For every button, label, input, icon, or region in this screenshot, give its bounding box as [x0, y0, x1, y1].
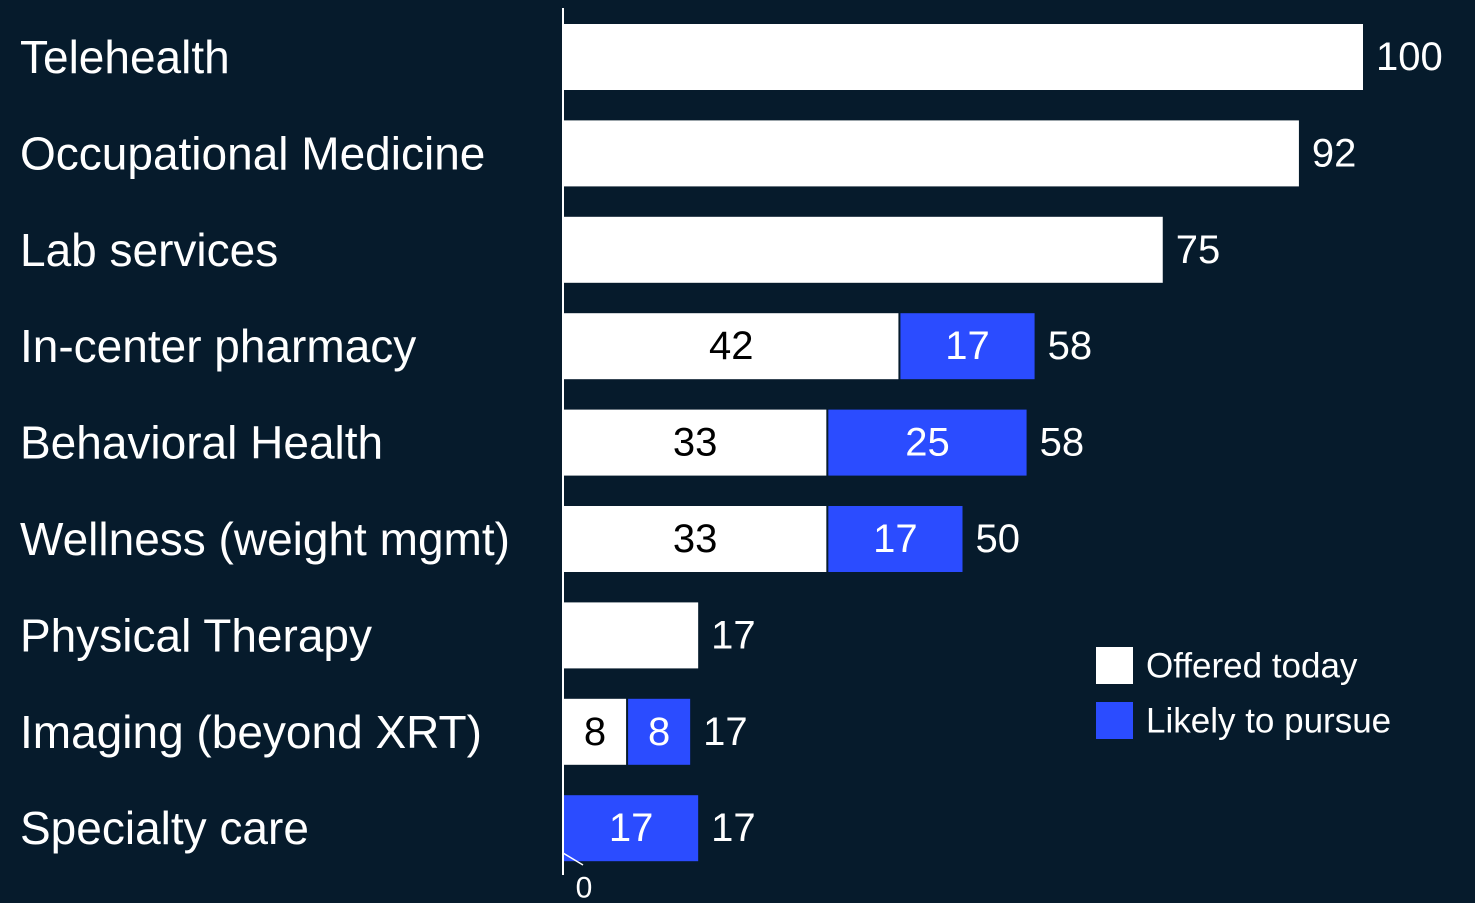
total-label: 100 — [1376, 35, 1443, 79]
total-label: 58 — [1048, 324, 1093, 368]
segment-label: 42 — [709, 324, 754, 368]
tick-mark — [562, 852, 584, 866]
bar-segment — [564, 506, 827, 572]
segment-label: 8 — [648, 710, 670, 754]
total-label: 92 — [1312, 131, 1357, 175]
segment-label: 33 — [673, 517, 718, 561]
segment-label: 17 — [945, 324, 990, 368]
total-label: 17 — [711, 806, 756, 850]
bar-segment — [828, 409, 1027, 476]
bar-segment — [564, 24, 1363, 90]
category-label: Physical Therapy — [20, 609, 372, 661]
total-label: 17 — [711, 613, 756, 657]
bar-segment — [564, 120, 1299, 187]
category-label: Occupational Medicine — [20, 127, 485, 179]
category-label: Lab services — [20, 224, 278, 276]
bar-segment — [564, 216, 1163, 283]
legend-label: Likely to pursue — [1146, 702, 1391, 741]
bar-segment — [564, 795, 699, 862]
bar-segment — [564, 409, 827, 476]
x-tick-label: 0 — [576, 872, 593, 903]
total-label: 58 — [1040, 421, 1085, 465]
bar-segment — [564, 313, 899, 380]
segment-label: 8 — [584, 710, 606, 754]
legend-swatch — [1096, 702, 1133, 739]
total-label: 17 — [703, 710, 748, 754]
segment-label: 33 — [673, 421, 718, 465]
total-label: 75 — [1176, 228, 1221, 272]
category-label: Specialty care — [20, 802, 309, 854]
legend-swatch — [1096, 647, 1133, 684]
bar-segment — [900, 313, 1035, 380]
legend-label: Offered today — [1146, 647, 1358, 686]
bar-segment — [828, 506, 963, 572]
category-label: Behavioral Health — [20, 417, 383, 469]
bar-segment — [628, 698, 691, 765]
segment-label: 17 — [609, 806, 654, 850]
category-label: Telehealth — [20, 31, 230, 83]
category-label: In-center pharmacy — [20, 320, 416, 372]
bar-segment — [564, 602, 699, 669]
bar-segment — [564, 698, 627, 765]
total-label: 50 — [976, 517, 1021, 561]
category-label: Wellness (weight mgmt) — [20, 513, 510, 565]
segment-label: 25 — [905, 421, 950, 465]
category-label: Imaging (beyond XRT) — [20, 706, 482, 758]
segment-label: 17 — [873, 517, 918, 561]
